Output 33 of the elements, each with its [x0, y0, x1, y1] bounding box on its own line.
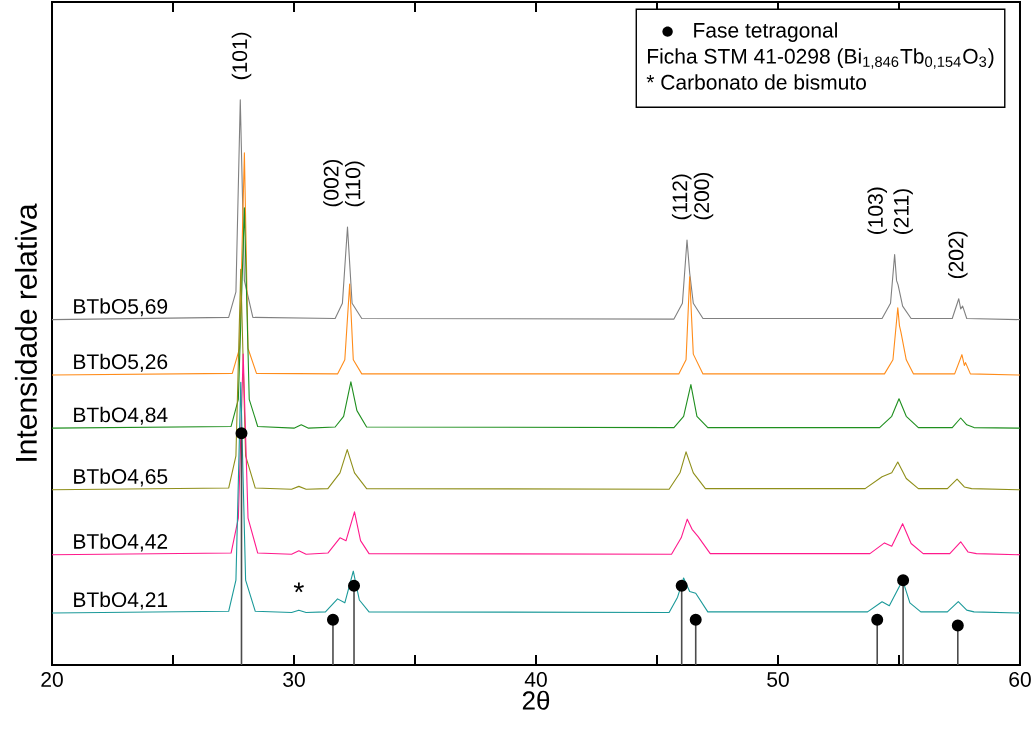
annotation: (112)	[671, 174, 692, 220]
y-axis-title: Intensidade relativa	[14, 203, 37, 461]
series-label: BTbO4,84	[74, 406, 168, 425]
annotation: (103)	[867, 187, 888, 234]
annotation: (202)	[948, 231, 968, 279]
series-label: BTbO4,65	[74, 468, 168, 487]
annotation: (211)	[893, 189, 913, 234]
x-axis-title: 2θ	[522, 690, 550, 710]
text: (101)	[231, 32, 252, 80]
point	[675, 579, 688, 592]
legend-label: Fase tetragonal	[694, 22, 837, 42]
text: * Carbonato de bismuto	[646, 74, 866, 90]
annotation: (110)	[344, 161, 365, 207]
point	[348, 579, 361, 592]
point	[871, 613, 884, 626]
x-tick-label: 20	[41, 672, 63, 687]
point	[897, 574, 910, 587]
annotation: *	[293, 582, 304, 593]
text: Ficha STM 41-0298 (Bi$_{1,846}$Tb$_{0,154}$O$_{3}$)	[648, 48, 994, 69]
annotation: (002)	[323, 159, 343, 207]
point	[326, 613, 339, 626]
x-tick-label: 40	[524, 672, 547, 687]
x-tick-label: 30	[283, 672, 305, 687]
x-tick-label: 50	[767, 672, 789, 687]
series-label: BTbO5,69	[74, 298, 168, 317]
series-label: BTbO4,42	[74, 533, 168, 552]
point	[951, 619, 964, 632]
x-tick-label: 60	[1009, 672, 1031, 687]
point	[235, 427, 248, 440]
series-label: BTbO5,26	[74, 353, 168, 372]
series-label: BTbO4,21	[74, 591, 168, 610]
annotation: (200)	[693, 172, 714, 220]
point	[689, 613, 702, 626]
